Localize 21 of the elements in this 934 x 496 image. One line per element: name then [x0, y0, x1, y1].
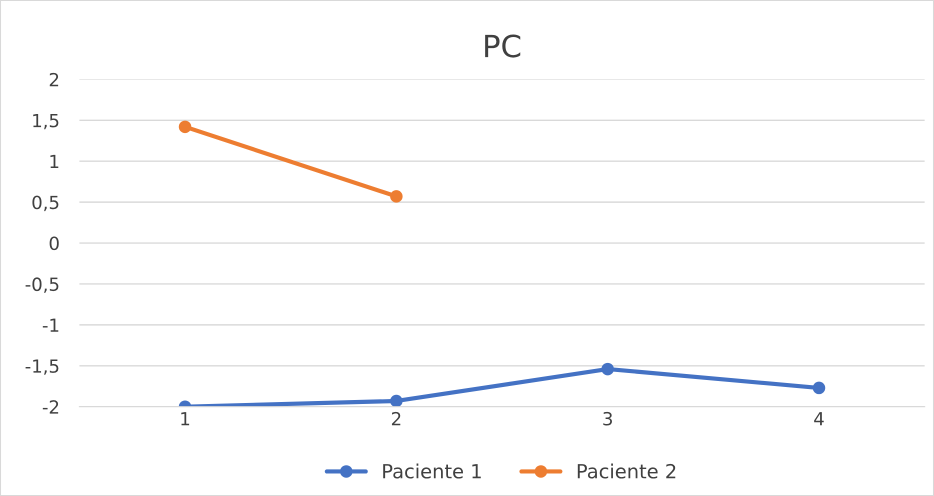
x-tick-label: 1 — [181, 412, 190, 426]
x-tick-label: 3 — [603, 412, 612, 426]
point — [178, 120, 192, 134]
x-tick-label: 2 — [392, 412, 400, 426]
x-tick-label: 4 — [814, 412, 824, 426]
y-tick-label: -1 — [42, 318, 58, 332]
point — [390, 190, 403, 203]
y-tick-label: -2 — [42, 400, 58, 414]
y-tick-label: -0,5 — [26, 277, 58, 293]
legend-label: Paciente 1 — [383, 464, 481, 479]
y-tick-label: 1 — [50, 154, 58, 168]
chart-title: PC — [485, 34, 520, 58]
y-tick-label: 2 — [50, 72, 58, 86]
y-tick-label: -1,5 — [26, 359, 58, 375]
legend-label: Paciente 2 — [578, 464, 676, 479]
y-tick-label: 1,5 — [33, 114, 58, 130]
y-tick-label: 0 — [50, 236, 59, 250]
y-tick-label: 0,5 — [32, 196, 58, 212]
point — [812, 382, 826, 394]
point — [601, 362, 614, 376]
point — [390, 394, 403, 407]
